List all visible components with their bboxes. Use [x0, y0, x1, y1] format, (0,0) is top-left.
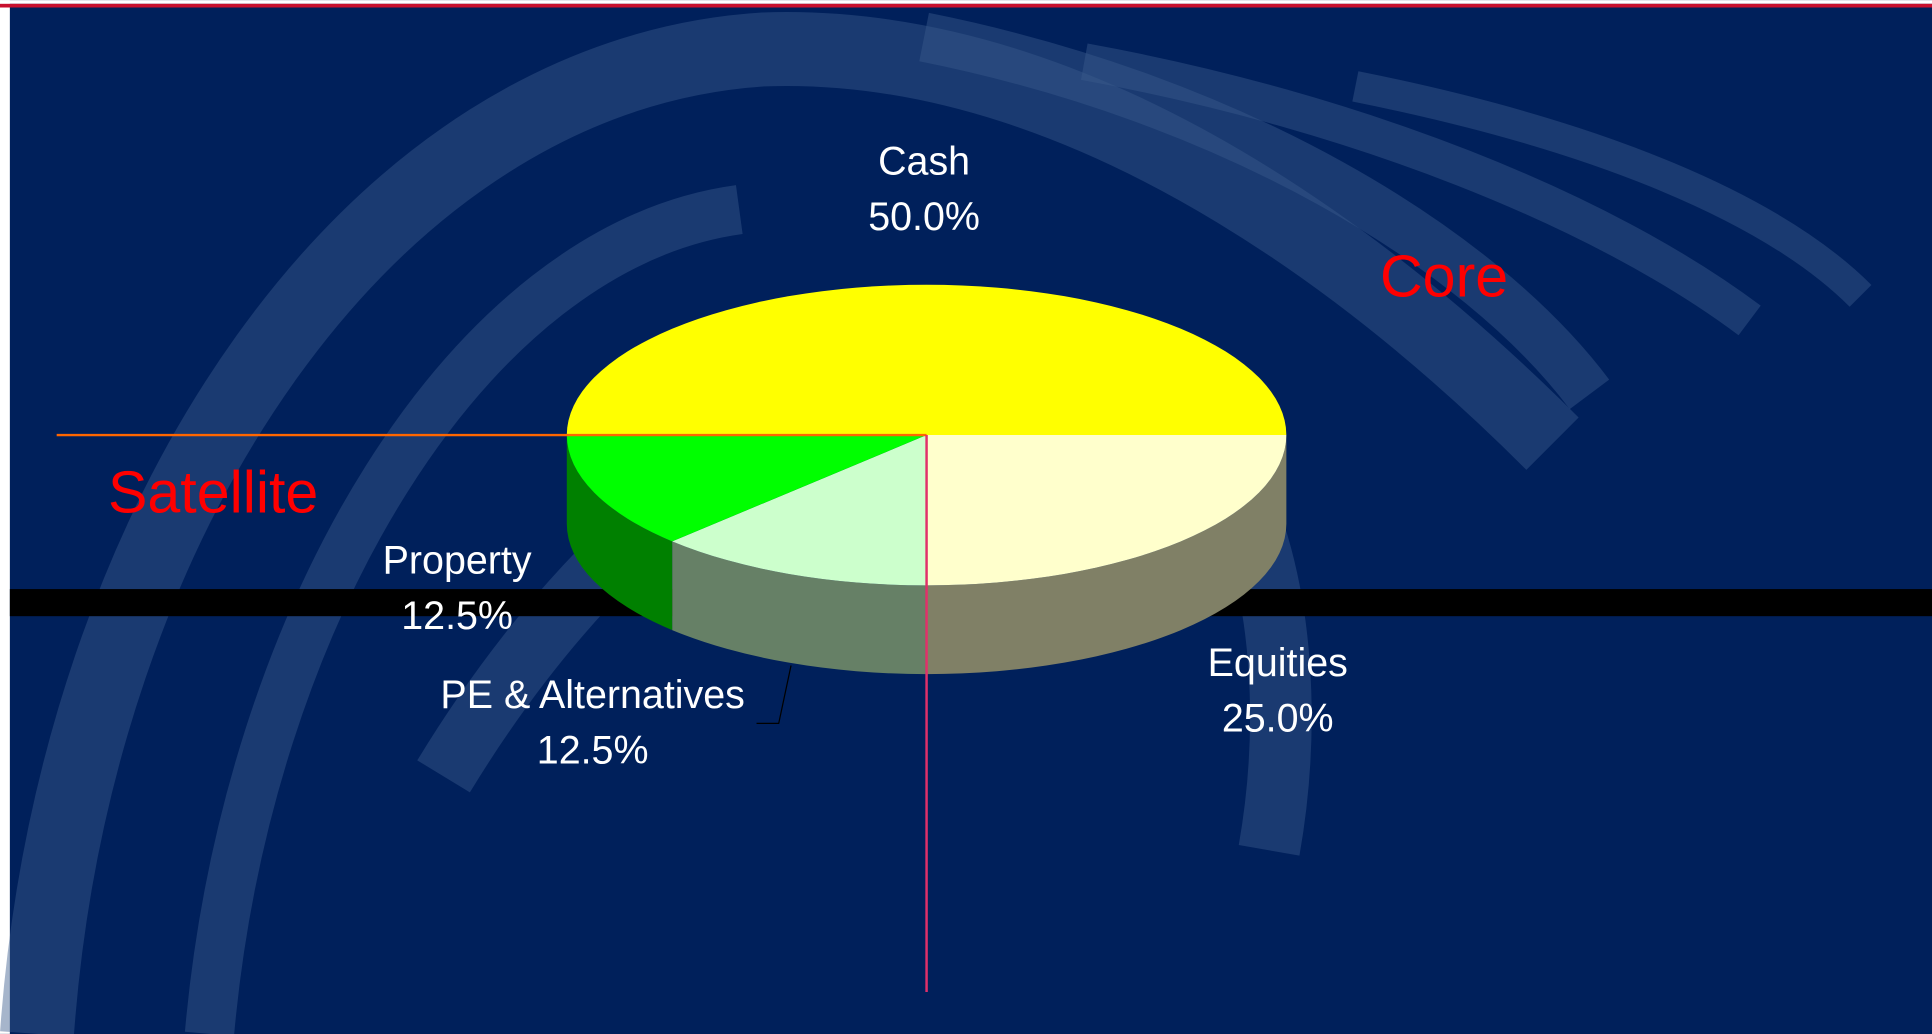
top-border-red	[0, 3, 1932, 8]
annotation-satellite: Satellite	[108, 458, 318, 525]
slice-label: PE & Alternatives	[440, 673, 744, 717]
slice-value-label: 50.0%	[868, 195, 980, 239]
slice-label: Cash	[878, 139, 970, 183]
slice	[566, 435, 927, 542]
annotation-core: Core	[1380, 243, 1508, 310]
top-border	[0, 0, 1932, 4]
slice-label: Equities	[1208, 641, 1348, 685]
slice	[672, 435, 927, 586]
slice-side	[566, 435, 673, 631]
leader-line	[756, 665, 792, 724]
slice	[566, 284, 1287, 436]
slice-side	[672, 541, 927, 675]
slice-side	[926, 435, 1287, 675]
slice	[926, 435, 1287, 586]
slice-value-label: 12.5%	[537, 728, 649, 772]
slice-label: Property	[383, 539, 532, 583]
slice-value-label: 12.5%	[401, 594, 513, 638]
left-edge	[0, 0, 10, 1034]
slice-value-label: 25.0%	[1222, 696, 1334, 740]
pie	[566, 284, 1287, 675]
